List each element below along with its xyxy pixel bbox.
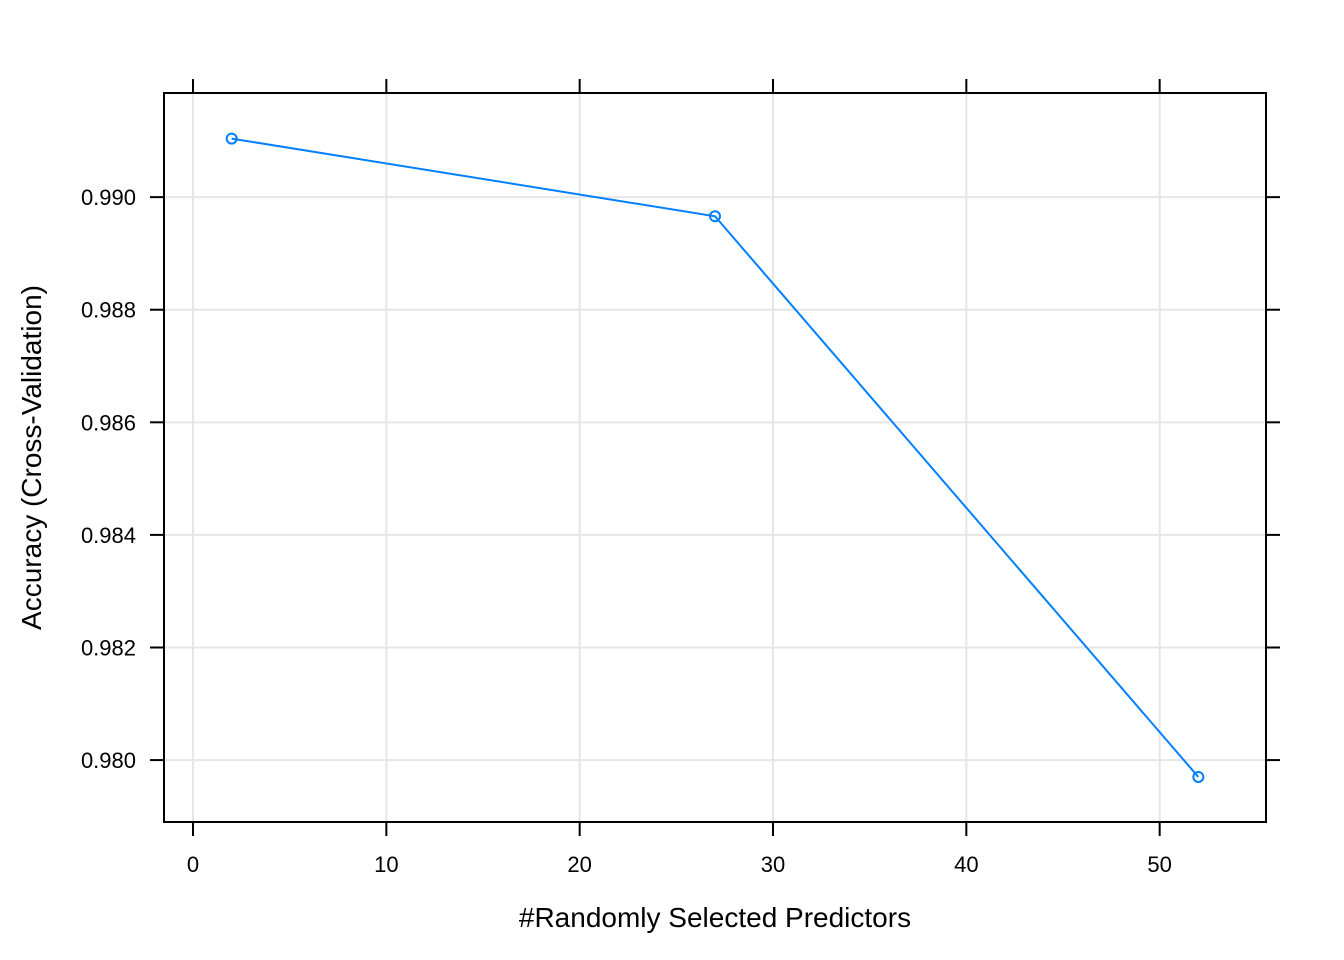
y-tick-label: 0.980 bbox=[81, 748, 136, 773]
grid-lines bbox=[164, 93, 1266, 822]
y-tick-label: 0.988 bbox=[81, 298, 136, 323]
data-point bbox=[1192, 770, 1205, 783]
data-point bbox=[225, 132, 238, 145]
y-tick-labels: 0.980 0.982 0.984 0.986 0.988 0.990 bbox=[81, 185, 136, 773]
y-tick-label: 0.990 bbox=[81, 185, 136, 210]
data-series bbox=[225, 132, 1205, 783]
y-tick-label: 0.986 bbox=[81, 410, 136, 435]
x-tick-label: 10 bbox=[374, 852, 398, 877]
x-tick-label: 50 bbox=[1147, 852, 1171, 877]
x-tick-label: 30 bbox=[761, 852, 785, 877]
x-tick-label: 20 bbox=[567, 852, 591, 877]
axis-ticks bbox=[150, 79, 1280, 836]
y-axis-title: Accuracy (Cross-Validation) bbox=[16, 285, 47, 630]
y-tick-label: 0.982 bbox=[81, 635, 136, 660]
x-tick-labels: 0 10 20 30 40 50 bbox=[187, 852, 1172, 877]
y-tick-label: 0.984 bbox=[81, 523, 136, 548]
x-tick-label: 0 bbox=[187, 852, 199, 877]
x-axis-title: #Randomly Selected Predictors bbox=[519, 902, 911, 933]
plot-frame bbox=[163, 92, 1267, 823]
series-line bbox=[231, 137, 1200, 778]
x-tick-label: 40 bbox=[954, 852, 978, 877]
data-point bbox=[709, 210, 721, 223]
